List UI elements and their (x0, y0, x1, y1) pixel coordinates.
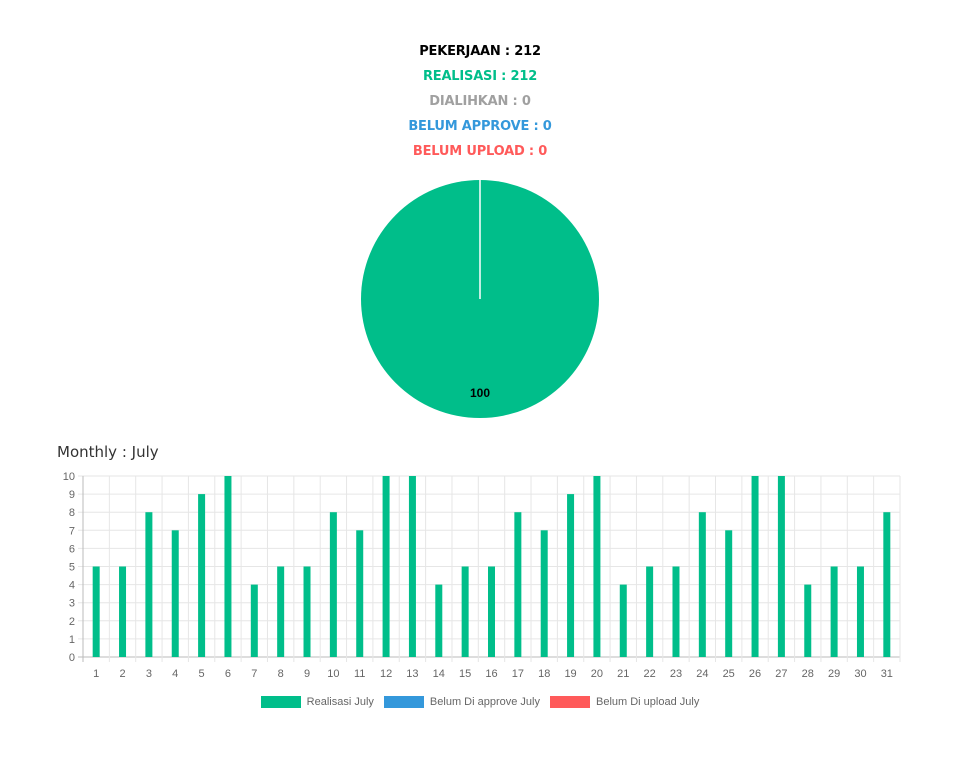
bar-realisasi-july-19 (567, 494, 575, 657)
y-tick-label: 5 (69, 562, 75, 574)
y-tick-label: 7 (69, 525, 75, 537)
bar-realisasi-july-20 (593, 476, 601, 657)
x-tick-label: 13 (406, 668, 418, 680)
x-tick-label: 2 (119, 668, 125, 680)
pie-data-label: 100 (470, 386, 490, 400)
x-tick-label: 31 (881, 668, 893, 680)
bar-realisasi-july-13 (408, 476, 416, 657)
bar-realisasi-july-9 (303, 566, 311, 657)
x-tick-label: 10 (327, 668, 339, 680)
x-tick-label: 20 (591, 668, 603, 680)
summary-panel: PEKERJAAN : 212 REALISASI : 212 DIALIHKA… (0, 42, 960, 167)
x-tick-label: 11 (354, 668, 365, 680)
monthly-title: Monthly : July (57, 443, 159, 461)
x-tick-label: 14 (433, 668, 445, 680)
realisasi-total: REALISASI : 212 (422, 69, 538, 84)
bar-realisasi-july-11 (356, 530, 364, 657)
x-tick-label: 25 (723, 668, 735, 680)
bar-realisasi-july-15 (461, 566, 469, 657)
x-tick-label: 16 (485, 668, 497, 680)
pie-chart: 100 (361, 180, 599, 418)
bar-realisasi-july-18 (540, 530, 548, 657)
bar-realisasi-july-2 (119, 566, 127, 657)
legend-item-belum-di-approve-july[interactable]: Belum Di approve July (383, 696, 540, 708)
bar-realisasi-july-29 (830, 566, 838, 657)
x-tick-label: 22 (644, 668, 656, 680)
y-tick-label: 0 (69, 652, 75, 664)
belum-upload-total: BELUM UPLOAD : 0 (412, 144, 548, 159)
legend-item-realisasi-july[interactable]: Realisasi July (260, 696, 374, 708)
y-tick-label: 6 (69, 543, 75, 555)
x-tick-label: 18 (538, 668, 550, 680)
x-tick-label: 23 (670, 668, 682, 680)
bar-realisasi-july-6 (224, 476, 232, 657)
bar-realisasi-july-1 (92, 566, 100, 657)
x-tick-label: 3 (146, 668, 152, 680)
x-tick-label: 30 (854, 668, 866, 680)
x-tick-label: 24 (696, 668, 708, 680)
x-tick-label: 7 (251, 668, 257, 680)
bar-realisasi-july-10 (329, 512, 337, 657)
x-tick-label: 19 (564, 668, 576, 680)
x-tick-label: 17 (512, 668, 524, 680)
pekerjaan-total: PEKERJAAN : 212 (419, 44, 541, 59)
x-tick-label: 27 (775, 668, 787, 680)
x-tick-label: 4 (172, 668, 178, 680)
x-tick-label: 28 (802, 668, 814, 680)
bar-realisasi-july-17 (514, 512, 522, 657)
x-tick-label: 12 (380, 668, 392, 680)
x-tick-label: 15 (459, 668, 471, 680)
bar-realisasi-july-3 (145, 512, 153, 657)
legend-item-belum-di-upload-july[interactable]: Belum Di upload July (549, 696, 700, 708)
legend-swatch (260, 696, 301, 708)
y-tick-label: 9 (69, 489, 75, 501)
y-tick-label: 2 (69, 616, 75, 628)
bar-realisasi-july-28 (804, 584, 812, 657)
x-tick-label: 8 (278, 668, 284, 680)
bar-realisasi-july-31 (883, 512, 891, 657)
y-tick-label: 4 (69, 580, 75, 592)
bar-realisasi-july-26 (751, 476, 759, 657)
bar-realisasi-july-16 (488, 566, 495, 657)
bar-realisasi-july-25 (725, 530, 733, 657)
legend-swatch (549, 696, 590, 708)
bar-realisasi-july-5 (198, 494, 206, 657)
x-tick-label: 9 (304, 668, 310, 680)
bar-realisasi-july-8 (277, 566, 285, 657)
bar-realisasi-july-24 (698, 512, 706, 657)
x-tick-label: 1 (93, 668, 99, 680)
bar-chart-legend: Realisasi July Belum Di approve July Belum… (0, 696, 960, 708)
bar-realisasi-july-7 (250, 584, 258, 657)
bar-realisasi-july-27 (777, 476, 785, 657)
x-tick-label: 6 (225, 668, 231, 680)
x-tick-label: 5 (199, 668, 205, 680)
dialihkan-total: DIALIHKAN : 0 (429, 94, 531, 109)
bar-realisasi-july-22 (646, 566, 654, 657)
bar-realisasi-july-23 (672, 566, 680, 657)
legend-swatch (383, 696, 424, 708)
y-tick-label: 1 (69, 634, 75, 646)
bar-realisasi-july-12 (382, 476, 390, 657)
x-tick-label: 21 (617, 668, 629, 680)
x-tick-label: 29 (828, 668, 840, 680)
legend-label: Belum Di upload July (595, 696, 700, 708)
x-tick-label: 26 (749, 668, 761, 680)
bar-realisasi-july-4 (171, 530, 179, 657)
y-tick-label: 3 (69, 598, 75, 610)
bar-realisasi-july-14 (435, 584, 443, 657)
belum-approve-total: BELUM APPROVE : 0 (408, 119, 552, 134)
legend-label: Belum Di approve July (429, 696, 540, 708)
y-tick-label: 8 (69, 507, 75, 519)
bar-realisasi-july-21 (619, 584, 627, 657)
legend-label: Realisasi July (306, 696, 374, 708)
y-tick-label: 10 (63, 471, 75, 483)
bar-realisasi-july-30 (856, 566, 864, 657)
